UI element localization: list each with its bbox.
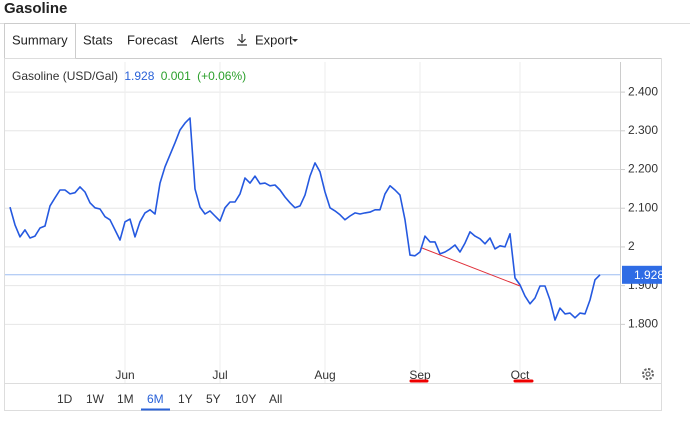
settings-icon[interactable] bbox=[642, 368, 654, 380]
y-tick-label: 2.400 bbox=[628, 84, 658, 98]
x-tick-label: Aug bbox=[314, 368, 335, 382]
range-bar: 1D 1W 1M 6M 1Y 5Y 10Y All bbox=[57, 392, 282, 411]
page-title: Gasoline bbox=[4, 0, 67, 17]
range-button[interactable]: 5Y bbox=[206, 392, 221, 406]
tab[interactable]: Stats bbox=[83, 32, 113, 47]
price-line bbox=[9, 117, 601, 321]
plot: 1.928 bbox=[5, 117, 664, 321]
chart-panel bbox=[4, 58, 662, 411]
tab[interactable]: Alerts bbox=[191, 32, 225, 47]
quote-change-pct: (+0.06%) bbox=[197, 69, 246, 83]
range-button[interactable]: All bbox=[269, 392, 282, 406]
x-tick-label: Oct bbox=[511, 368, 530, 382]
current-value-tag bbox=[622, 265, 662, 284]
y-tick-label: 2 bbox=[628, 239, 635, 253]
range-button[interactable]: 1W bbox=[86, 392, 105, 406]
x-tick-label: Jul bbox=[212, 368, 227, 382]
y-tick-label: 2.100 bbox=[628, 200, 658, 214]
range-button[interactable]: 10Y bbox=[235, 392, 256, 406]
range-button[interactable]: 1Y bbox=[178, 392, 193, 406]
y-tick-label: 2.300 bbox=[628, 123, 658, 137]
quote-change: 0.001 bbox=[161, 69, 191, 83]
export-icon bbox=[237, 34, 247, 46]
tab[interactable]: Export bbox=[255, 32, 293, 47]
gear-teeth bbox=[642, 368, 654, 380]
tab[interactable]: Forecast bbox=[127, 32, 178, 47]
x-tick-label: Sep bbox=[409, 368, 431, 382]
y-tick-label: 2.200 bbox=[628, 162, 658, 176]
tab[interactable]: Summary bbox=[12, 32, 68, 47]
tab-bar: Summary Stats Forecast Alerts Export bbox=[12, 32, 298, 47]
quote-line: Gasoline (USD/Gal) 1.928 0.001 (+0.06%) bbox=[12, 69, 246, 83]
range-button[interactable]: 6M bbox=[147, 392, 164, 406]
y-tick-label: 1.800 bbox=[628, 317, 658, 331]
quote-price: 1.928 bbox=[124, 69, 154, 83]
range-button[interactable]: 1M bbox=[117, 392, 134, 406]
current-value-label: 1.928 bbox=[634, 268, 664, 282]
annotation-line bbox=[421, 247, 521, 287]
gear-hub bbox=[645, 371, 651, 377]
range-button[interactable]: 1D bbox=[57, 392, 73, 406]
quote-name: Gasoline (USD/Gal) bbox=[12, 69, 118, 83]
dropdown-caret bbox=[292, 39, 298, 42]
x-tick-label: Jun bbox=[115, 368, 134, 382]
